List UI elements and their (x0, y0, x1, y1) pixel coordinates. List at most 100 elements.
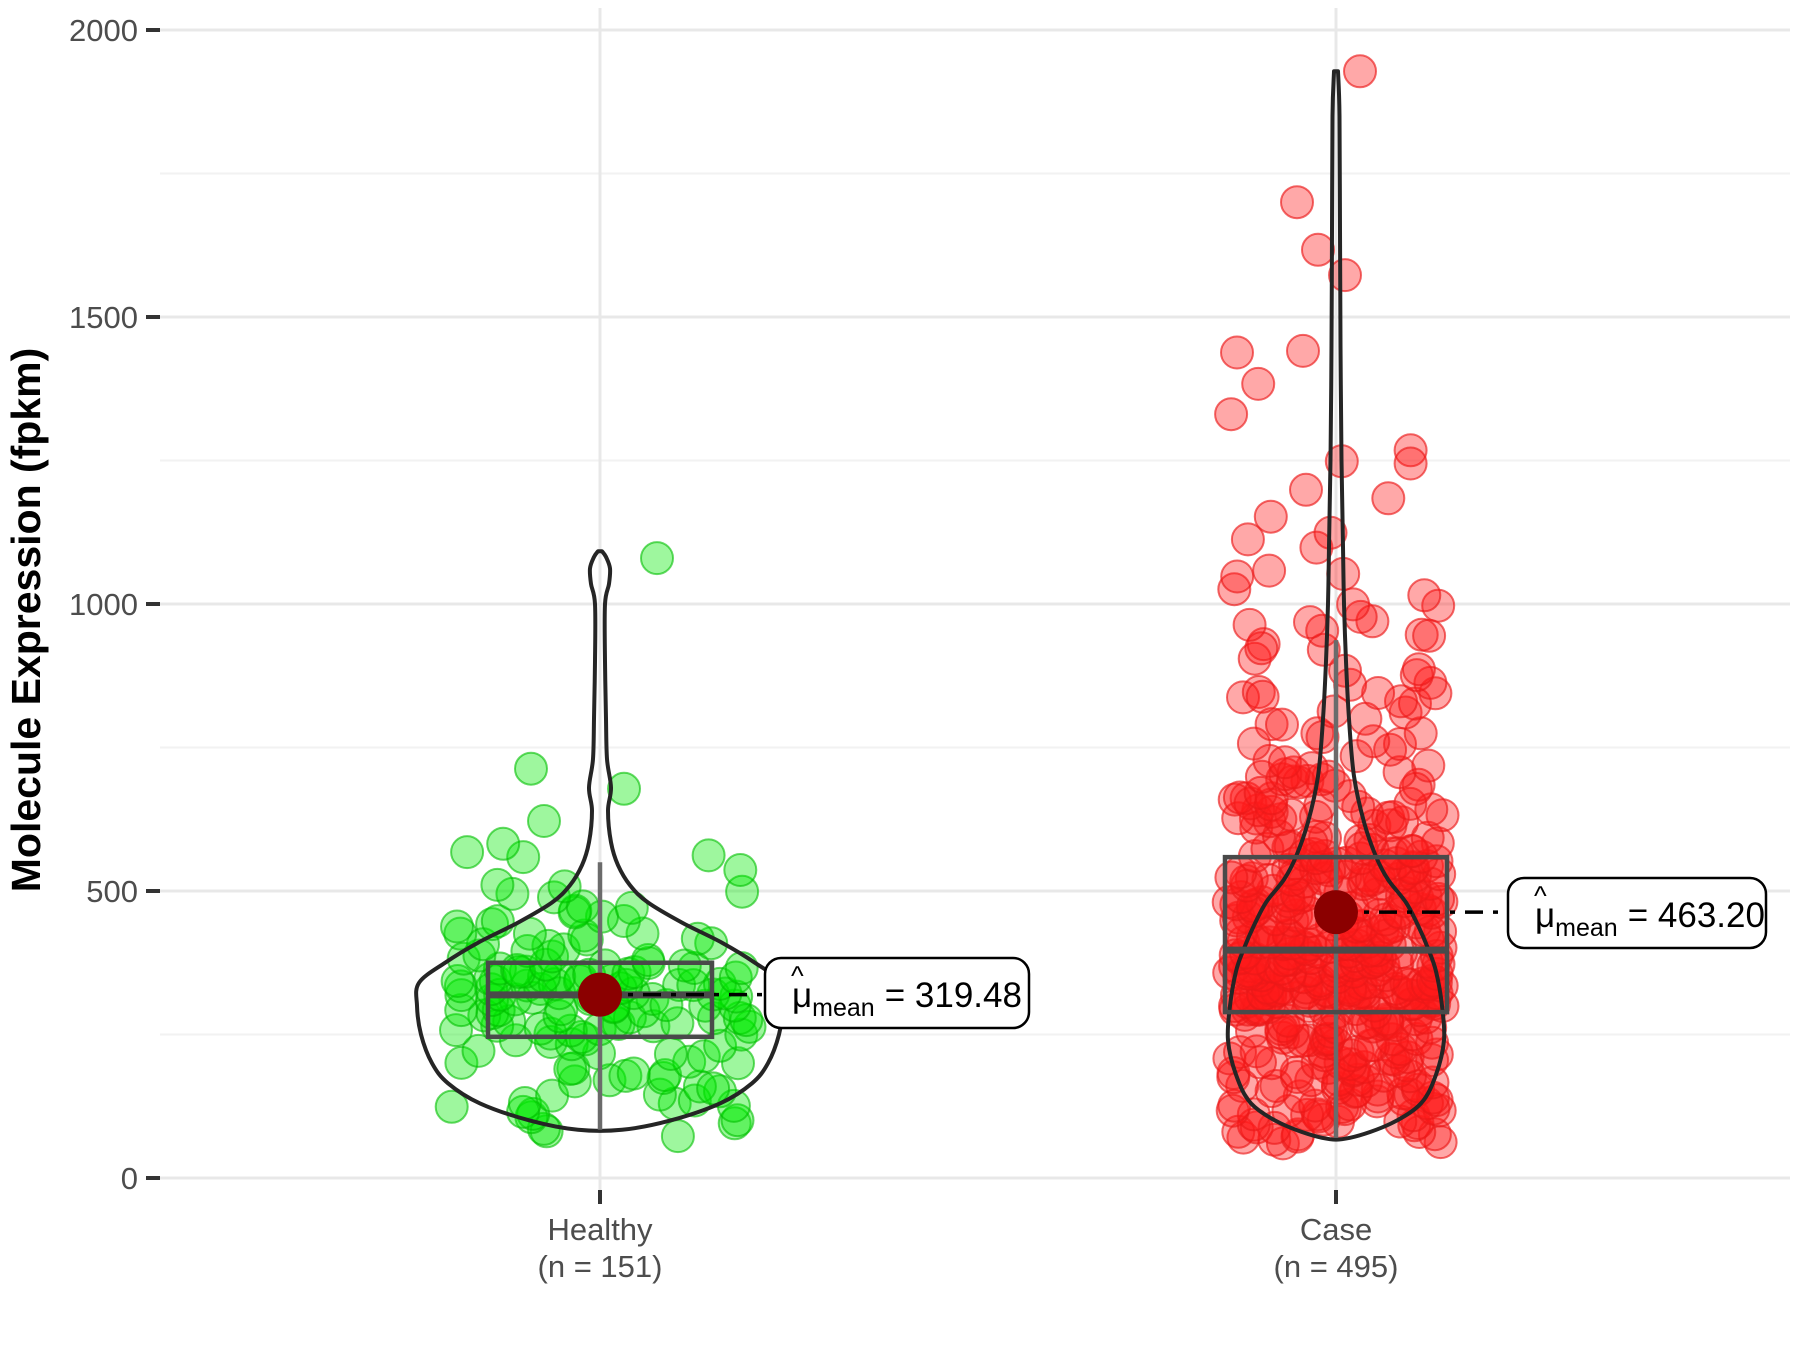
data-point (444, 978, 479, 1013)
x-label-case-n: (n = 495) (1274, 1249, 1399, 1284)
data-point (514, 751, 548, 786)
data-point (1232, 607, 1267, 642)
mu-hat-icon: ^ (791, 961, 804, 991)
data-point (1421, 588, 1456, 623)
data-point (653, 1037, 688, 1071)
data-point (1361, 676, 1396, 710)
data-point (1220, 335, 1254, 370)
mean-annotation-text: μmean = 319.48 (792, 976, 1022, 1022)
mean-annotation-case: ^ μmean = 463.20 (1506, 876, 1768, 950)
y-tick-label: 500 (86, 874, 138, 909)
data-point (720, 1103, 755, 1138)
data-point (1384, 684, 1418, 719)
data-point (616, 1056, 651, 1091)
mean-dot-case (1314, 890, 1358, 935)
mean-dot-healthy (578, 972, 622, 1017)
data-point (439, 1013, 473, 1048)
data-point (1382, 755, 1417, 790)
data-point (1393, 433, 1428, 468)
data-point (1293, 605, 1327, 640)
x-label-healthy: Healthy (547, 1212, 653, 1247)
data-point (723, 853, 758, 887)
jitter-points-case (1211, 54, 1460, 1161)
mean-subscript: mean (1555, 914, 1618, 942)
data-point (1301, 232, 1335, 267)
y-tick-label: 2000 (69, 13, 138, 48)
data-point (510, 934, 545, 968)
data-point (1314, 1014, 1348, 1049)
data-point (721, 1046, 755, 1081)
y-tick-label: 0 (121, 1161, 138, 1196)
y-axis-tick-labels: 2000 1500 1000 500 0 (69, 13, 138, 1196)
mu-symbol: μ (1535, 896, 1555, 935)
y-tick-label: 1000 (69, 587, 138, 622)
data-point (444, 1045, 479, 1080)
data-point (506, 840, 541, 875)
data-point (1306, 632, 1341, 667)
x-label-healthy-n: (n = 151) (538, 1249, 663, 1284)
mean-annotation-box (763, 956, 1031, 1030)
mean-annotation-box (1506, 876, 1768, 950)
data-point (1267, 745, 1302, 780)
y-tick-label: 1500 (69, 300, 138, 335)
mean-value: = 463.20 (1628, 896, 1765, 935)
data-point (1217, 572, 1252, 607)
data-point (625, 916, 660, 951)
mean-annotation-text: μmean = 463.20 (1535, 896, 1765, 942)
data-point (1236, 1097, 1271, 1132)
data-point (680, 921, 715, 956)
data-point (1393, 446, 1428, 481)
data-point (1239, 1034, 1274, 1069)
boxplot-box (1222, 854, 1450, 1015)
data-point (1308, 821, 1342, 855)
data-point (1280, 185, 1314, 220)
data-point (1328, 258, 1362, 293)
data-point (1373, 732, 1408, 767)
data-point (498, 1023, 533, 1058)
data-point (440, 909, 474, 944)
mu-hat-icon: ^ (1534, 881, 1547, 911)
data-point (1412, 618, 1447, 653)
data-point (1385, 805, 1420, 840)
data-point (527, 804, 561, 838)
data-point (450, 835, 485, 870)
data-point (480, 867, 515, 902)
mean-dots-layer (578, 890, 1358, 1017)
data-point (486, 826, 521, 861)
data-point (1220, 559, 1255, 594)
mean-value: = 319.48 (885, 976, 1022, 1015)
data-point (691, 838, 726, 873)
data-point (1356, 724, 1391, 759)
data-point (640, 541, 674, 576)
data-point (1265, 707, 1299, 742)
data-point (1254, 707, 1289, 742)
data-point (440, 964, 475, 998)
violin-outline-case (1225, 69, 1447, 1142)
data-point (1401, 652, 1436, 687)
mu-symbol: μ (792, 976, 812, 1015)
violin-outlines-layer (414, 69, 1447, 1142)
data-point (1289, 472, 1323, 507)
data-point (614, 890, 649, 925)
mean-annotation-healthy: ^ μmean = 319.48 (763, 956, 1031, 1030)
violin-outline-healthy (414, 549, 786, 1133)
data-point (1305, 613, 1340, 648)
data-point (1253, 499, 1288, 534)
data-point (660, 1119, 695, 1154)
data-point (1230, 522, 1265, 557)
data-point (461, 1033, 496, 1068)
data-point (724, 951, 759, 986)
data-point (1407, 578, 1442, 613)
data-point (1375, 800, 1410, 834)
data-point (1299, 530, 1334, 565)
axis-ticks-layer (146, 28, 1338, 1204)
data-point (1371, 481, 1406, 516)
data-point (1343, 54, 1377, 89)
data-point (1411, 748, 1446, 783)
data-point (1286, 333, 1320, 368)
y-axis-title: Molecule Expression (fpkm) (3, 348, 49, 893)
x-label-case: Case (1300, 1212, 1372, 1247)
boxplot-box (485, 960, 715, 1040)
